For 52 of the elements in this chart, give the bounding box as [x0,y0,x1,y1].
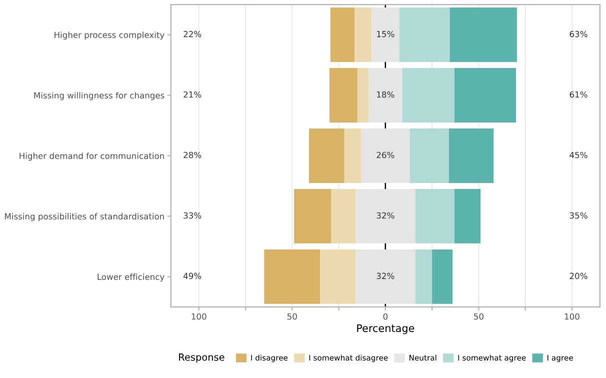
data-label: 15% [377,30,394,38]
data-label: 26% [376,152,394,158]
bar [356,249,416,304]
annotation: 21% [184,91,202,98]
bar [432,249,453,304]
bar [410,128,449,183]
data-label: 32% [376,212,394,219]
bar [357,68,369,122]
bar [294,189,332,244]
x-tick-label: 100 [192,313,206,320]
bar [454,189,481,244]
x-tick-label: 50 [474,313,484,320]
annotation: 28% [184,152,202,158]
bar [356,189,416,244]
bar [368,68,402,122]
legend-title: Response [179,354,224,363]
annotation: 33% [184,212,202,219]
x-tick-label: 0 [383,313,388,320]
data-label: 18% [377,91,394,98]
bar [361,128,410,183]
bar [450,8,517,62]
bar [402,68,454,122]
bar [415,249,432,304]
x-axis-title: Percentage [357,324,414,334]
y-tick-label: Missing possibilities of standardisation [5,213,164,222]
x-tick-label: 50 [287,313,297,320]
bar [344,128,362,183]
annotation: 63% [570,30,588,38]
bar [320,249,356,304]
bar [264,249,320,304]
bar [354,8,372,62]
bar [331,189,356,244]
y-tick-label: Missing willingness for changes [34,92,164,100]
data-label: 32% [376,272,394,280]
annotation: 22% [184,30,202,38]
bar [330,8,355,62]
bar [371,8,400,62]
annotation: 61% [570,91,588,98]
bar [308,128,344,183]
annotation: 35% [570,212,588,219]
annotation: 45% [570,152,588,158]
y-tick-label: Lower efficiency [98,274,164,282]
annotation: 49% [183,272,202,280]
bar [415,189,454,244]
annotation: 20% [570,272,588,280]
x-tick-label: 100 [564,313,580,320]
y-tick-label: Higher process complexity [54,32,164,40]
bar [329,68,358,122]
y-tick-label: Higher demand for communication [20,152,164,161]
bar [454,68,516,122]
bar [448,128,494,183]
bar [399,8,450,62]
